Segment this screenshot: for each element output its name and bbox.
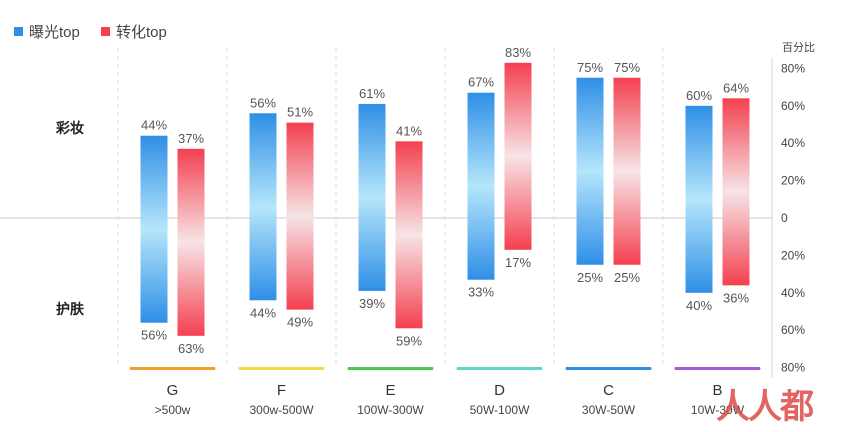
legend-label-conversion: 转化top [116,24,167,41]
bar-exposure-D [467,92,495,280]
bar-exposure-G [140,135,168,323]
value-label-bottom-conversion-F: 49% [287,315,313,330]
y-tick-label: 40% [781,286,805,300]
y-tick-label: 80% [781,361,805,375]
category-sublabel-D: 50W-100W [470,403,530,417]
bar-conversion-G [177,148,205,336]
value-label-bottom-conversion-D: 17% [505,255,531,270]
bar-conversion-C [613,77,641,265]
y-axis-ticks: 80% 60% 40% 20% 0 20% 40% 60% 80% [781,61,805,374]
value-label-bottom-exposure-B: 40% [686,298,712,313]
row-label-makeup: 彩妆 [55,120,84,136]
category-underline-F [238,367,325,370]
column-dividers [117,48,664,365]
svg-text:人: 人 [716,388,750,426]
value-label-bottom-conversion-C: 25% [614,270,640,285]
y-tick-label: 60% [781,323,805,337]
category-underline-G [129,367,216,370]
category-label-C: C [603,382,614,399]
legend-swatch-exposure [14,27,23,36]
value-label-top-exposure-F: 56% [250,95,276,110]
bar-conversion-B [722,98,750,286]
value-label-top-conversion-G: 37% [178,131,204,146]
bar-exposure-E [358,103,386,291]
value-label-bottom-conversion-B: 36% [723,290,749,305]
value-label-top-exposure-B: 60% [686,88,712,103]
value-label-top-conversion-F: 51% [287,105,313,120]
category-underline-B [674,367,761,370]
category-label-B: B [712,382,722,399]
category-underline-D [456,367,543,370]
category-label-F: F [277,382,286,399]
y-tick-label: 60% [781,99,805,113]
category-label-G: G [167,382,179,399]
bar-conversion-E [395,141,423,329]
value-label-top-exposure-E: 61% [359,86,385,101]
y-tick-label: 0 [781,211,788,225]
category-underline-C [565,367,652,370]
value-label-bottom-exposure-D: 33% [468,285,494,300]
category-sublabel-G: >500w [155,403,191,417]
row-label-skincare: 护肤 [56,301,85,317]
bars-layer [140,62,750,336]
value-label-bottom-exposure-F: 44% [250,305,276,320]
category-sublabel-F: 300w-500W [249,403,314,417]
value-label-top-exposure-G: 44% [141,118,167,133]
value-label-top-conversion-B: 64% [723,80,749,95]
y-tick-label: 80% [781,61,805,75]
value-label-top-exposure-D: 67% [468,75,494,90]
value-label-top-conversion-C: 75% [614,60,640,75]
category-layer: G >500w F 300w-500W E 100W-300W D 50W-100W C 30W-… [129,367,761,417]
value-label-bottom-conversion-E: 59% [396,333,422,348]
svg-text:都: 都 [779,388,814,426]
legend-swatch-conversion [101,27,110,36]
value-label-top-conversion-E: 41% [396,123,422,138]
value-label-bottom-exposure-G: 56% [141,328,167,343]
bar-exposure-B [685,105,713,293]
bar-exposure-C [576,77,604,265]
y-tick-label: 40% [781,136,805,150]
legend: 曝光top 转化top [14,24,167,41]
watermark-logo: 人 人 都 [716,388,814,426]
value-labels-layer: 44% 56% 37% 63% 56% 44% 51% 49% 61% 39% 41% 59% 67% 3… [141,45,749,356]
y-axis-title: 百分比 [782,41,815,54]
category-label-E: E [385,382,395,399]
value-label-top-exposure-C: 75% [577,60,603,75]
category-underline-E [347,367,434,370]
value-label-bottom-exposure-C: 25% [577,270,603,285]
bar-conversion-F [286,122,314,310]
category-sublabel-C: 30W-50W [582,403,636,417]
value-label-bottom-exposure-E: 39% [359,296,385,311]
y-tick-label: 20% [781,174,805,188]
bar-exposure-F [249,113,277,301]
category-label-D: D [494,382,505,399]
svg-text:人: 人 [748,388,782,426]
value-label-bottom-conversion-G: 63% [178,341,204,356]
y-tick-label: 20% [781,248,805,262]
category-sublabel-B: 10W-30W [691,403,745,417]
value-label-top-conversion-D: 83% [505,45,531,60]
category-sublabel-E: 100W-300W [357,403,424,417]
bar-conversion-D [504,62,532,250]
legend-label-exposure: 曝光top [29,24,80,41]
